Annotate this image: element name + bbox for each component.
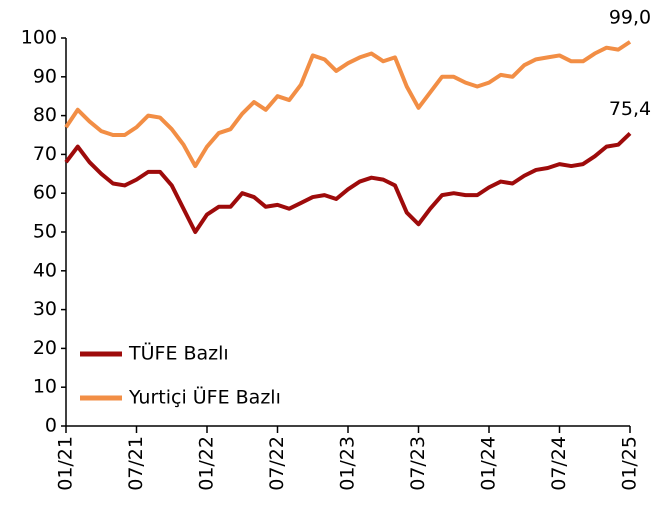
x-tick-label: 07/23 — [407, 436, 429, 491]
x-tick-label: 07/22 — [266, 436, 288, 491]
x-tick-label: 01/24 — [478, 436, 500, 491]
y-tick-label: 90 — [33, 65, 57, 87]
x-tick-label: 01/21 — [55, 436, 77, 491]
y-tick-label: 100 — [21, 27, 57, 49]
x-tick-label: 07/21 — [125, 436, 147, 491]
x-tick-label: 01/23 — [337, 436, 359, 491]
x-tick-label: 01/25 — [619, 436, 641, 491]
x-tick-label: 01/22 — [196, 436, 218, 491]
y-tick-label: 10 — [33, 376, 57, 398]
y-tick-label: 0 — [45, 415, 57, 437]
y-tick-label: 80 — [33, 104, 57, 126]
y-tick-label: 40 — [33, 259, 57, 281]
data-label: 99,0 — [609, 6, 651, 28]
data-label: 75,4 — [609, 98, 651, 120]
x-tick-label: 07/24 — [548, 436, 570, 491]
y-tick-label: 60 — [33, 182, 57, 204]
line — [64, 40, 632, 169]
y-tick-label: 50 — [33, 221, 57, 243]
y-tick-label: 20 — [33, 337, 57, 359]
y-tick-label: 70 — [33, 143, 57, 165]
legend-label: TÜFE Bazlı — [128, 342, 229, 365]
line — [64, 132, 632, 234]
y-tick-label: 30 — [33, 298, 57, 320]
legend-label: Yurtiçi ÜFE Bazlı — [128, 386, 281, 409]
